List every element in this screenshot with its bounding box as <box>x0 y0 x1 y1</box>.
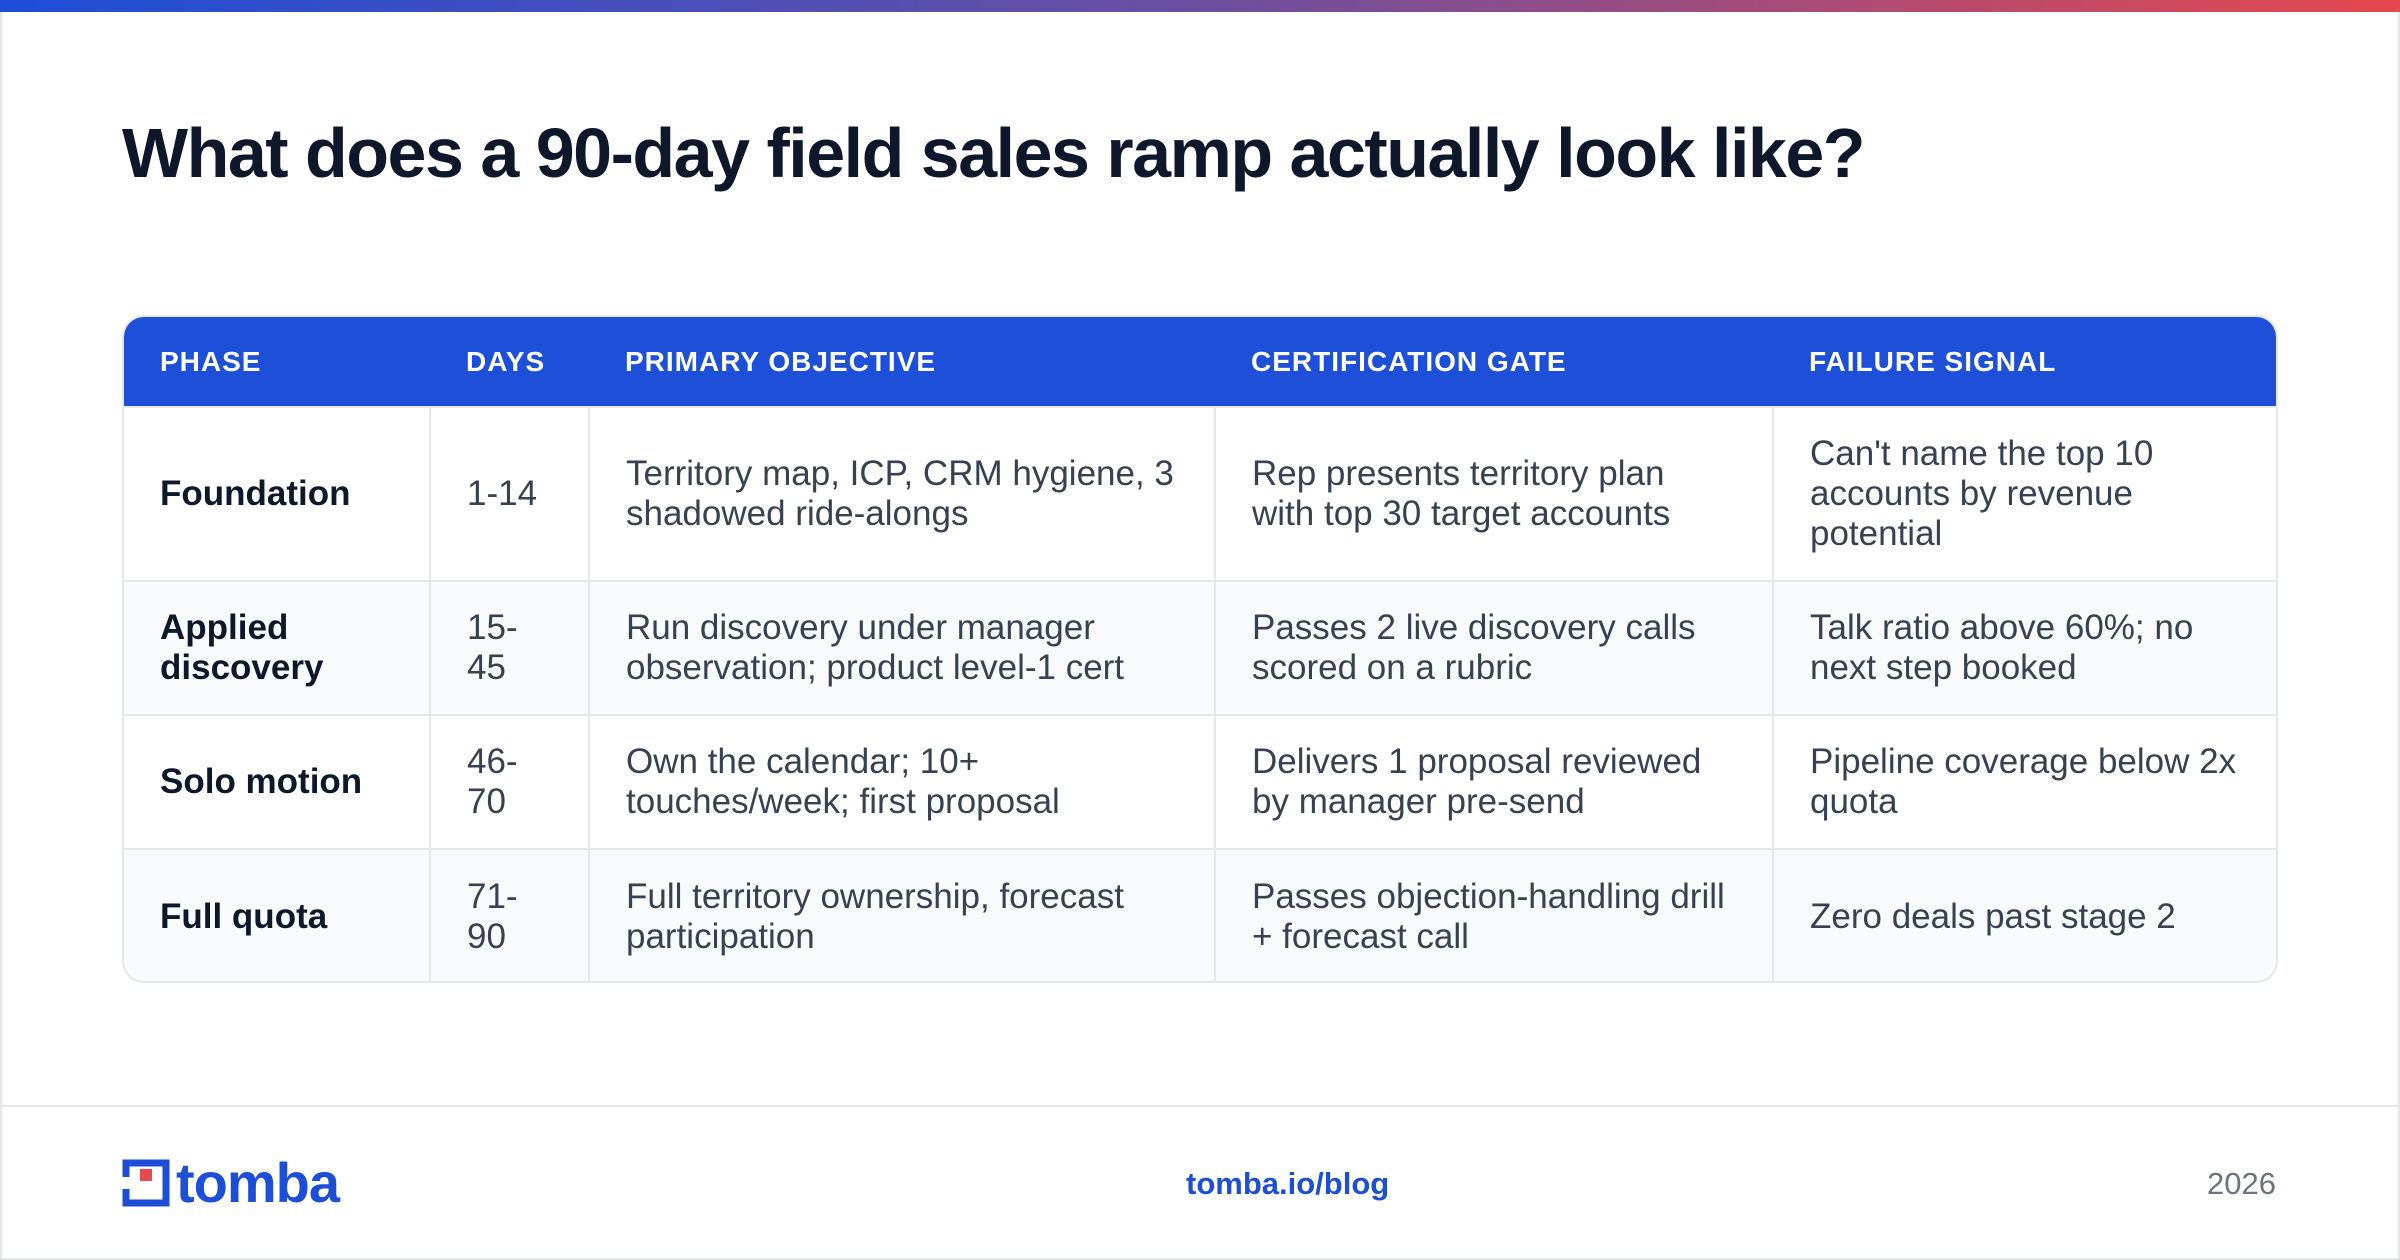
header-phase: PHASE <box>160 345 262 377</box>
cell-failure: Talk ratio above 60%; no next step booke… <box>1773 580 2276 715</box>
cell-days: 71-90 <box>430 848 590 981</box>
table-header-row: PHASE DAYS PRIMARY OBJECTIVE CERTIFICATI… <box>124 317 2276 407</box>
cell-phase: Solo motion <box>124 714 431 849</box>
cell-failure: Can't name the top 10 accounts by revenu… <box>1773 406 2276 581</box>
tomba-logo-icon <box>122 1159 170 1207</box>
table-row: Foundation 1-14 Territory map, ICP, CRM … <box>124 406 2276 581</box>
cell-failure: Pipeline coverage below 2x quota <box>1773 714 2276 849</box>
blog-link[interactable]: tomba.io/blog <box>1186 1166 1390 1201</box>
cell-objective: Own the calendar; 10+ touches/week; firs… <box>589 714 1216 849</box>
table-row: Full quota 71-90 Full territory ownershi… <box>124 848 2276 981</box>
table-row: Solo motion 46-70 Own the calendar; 10+ … <box>124 714 2276 849</box>
cell-failure: Zero deals past stage 2 <box>1773 848 2276 981</box>
table-row: Applied discovery 15-45 Run discovery un… <box>124 580 2276 715</box>
cell-days: 15-45 <box>430 580 590 715</box>
cell-objective: Full territory ownership, forecast parti… <box>589 848 1216 981</box>
cell-gate: Rep presents territory plan with top 30 … <box>1215 406 1774 581</box>
cell-gate: Passes 2 live discovery calls scored on … <box>1215 580 1774 715</box>
tomba-logo[interactable]: tomba <box>122 1151 340 1214</box>
cell-gate: Delivers 1 proposal reviewed by manager … <box>1215 714 1774 849</box>
header-failure-signal: FAILURE SIGNAL <box>1809 345 2057 377</box>
header-certification-gate: CERTIFICATION GATE <box>1251 345 1567 377</box>
cell-days: 46-70 <box>430 714 590 849</box>
cell-days: 1-14 <box>430 406 590 581</box>
page-title: What does a 90-day field sales ramp actu… <box>122 114 1866 192</box>
cell-phase: Applied discovery <box>124 580 431 715</box>
cell-objective: Run discovery under manager observation;… <box>589 580 1216 715</box>
ramp-table-grid: PHASE DAYS PRIMARY OBJECTIVE CERTIFICATI… <box>124 317 2276 981</box>
brand-wordmark: tomba <box>176 1151 340 1214</box>
cell-phase: Foundation <box>124 406 431 581</box>
ramp-table: PHASE DAYS PRIMARY OBJECTIVE CERTIFICATI… <box>122 315 2278 983</box>
cell-phase: Full quota <box>124 848 431 981</box>
footer-year: 2026 <box>2207 1166 2276 1201</box>
footer-divider <box>0 1105 2400 1107</box>
header-days: DAYS <box>466 345 546 377</box>
cell-objective: Territory map, ICP, CRM hygiene, 3 shado… <box>589 406 1216 581</box>
gradient-top-bar <box>0 0 2400 12</box>
cell-gate: Passes objection-handling drill + foreca… <box>1215 848 1774 981</box>
header-primary-objective: PRIMARY OBJECTIVE <box>625 345 937 377</box>
